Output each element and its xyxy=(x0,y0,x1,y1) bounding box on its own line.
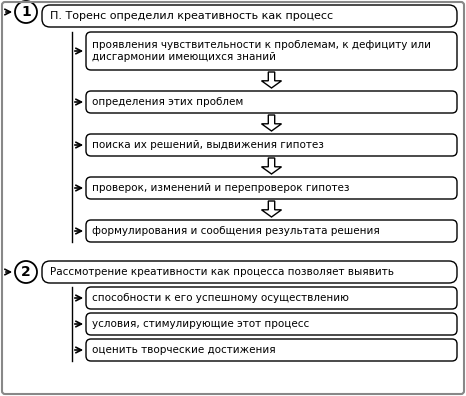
Text: формулирования и сообщения результата решения: формулирования и сообщения результата ре… xyxy=(92,226,380,236)
Text: проверок, изменений и перепроверок гипотез: проверок, изменений и перепроверок гипот… xyxy=(92,183,350,193)
Text: оценить творческие достижения: оценить творческие достижения xyxy=(92,345,275,355)
FancyBboxPatch shape xyxy=(86,220,457,242)
Text: П. Торенс определил креативность как процесс: П. Торенс определил креативность как про… xyxy=(50,11,333,21)
FancyBboxPatch shape xyxy=(86,177,457,199)
FancyBboxPatch shape xyxy=(42,5,457,27)
Text: определения этих проблем: определения этих проблем xyxy=(92,97,243,107)
Circle shape xyxy=(15,1,37,23)
Text: способности к его успешному осуществлению: способности к его успешному осуществлени… xyxy=(92,293,349,303)
FancyBboxPatch shape xyxy=(86,287,457,309)
Text: поиска их решений, выдвижения гипотез: поиска их решений, выдвижения гипотез xyxy=(92,140,324,150)
FancyBboxPatch shape xyxy=(86,32,457,70)
Polygon shape xyxy=(261,72,281,88)
Polygon shape xyxy=(261,158,281,174)
Polygon shape xyxy=(261,201,281,217)
FancyBboxPatch shape xyxy=(86,134,457,156)
Text: Рассмотрение креативности как процесса позволяет выявить: Рассмотрение креативности как процесса п… xyxy=(50,267,394,277)
Circle shape xyxy=(15,261,37,283)
Text: 2: 2 xyxy=(21,265,31,279)
Text: проявления чувствительности к проблемам, к дефициту или
дисгармонии имеющихся зн: проявления чувствительности к проблемам,… xyxy=(92,40,431,62)
Text: условия, стимулирующие этот процесс: условия, стимулирующие этот процесс xyxy=(92,319,309,329)
FancyBboxPatch shape xyxy=(86,339,457,361)
Polygon shape xyxy=(261,115,281,131)
FancyBboxPatch shape xyxy=(42,261,457,283)
FancyBboxPatch shape xyxy=(86,313,457,335)
FancyBboxPatch shape xyxy=(86,91,457,113)
Text: 1: 1 xyxy=(21,5,31,19)
